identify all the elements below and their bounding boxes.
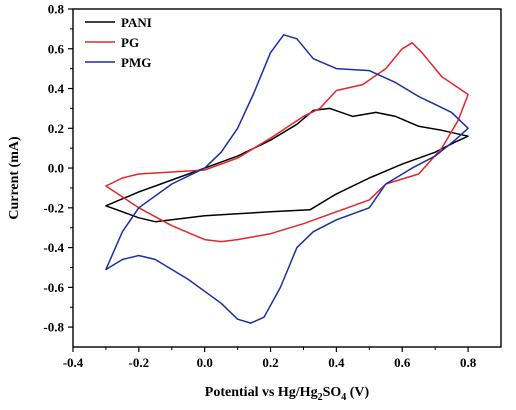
y-tick-label: -0.4 bbox=[43, 240, 64, 255]
series-pg-line bbox=[105, 42, 469, 243]
axis-ticks: -0.4 -0.2 0.0 0.2 0.4 0.6 0.8 0.8 0.6 0.4 0.2 0.0 -0… bbox=[43, 2, 476, 371]
x-tick-label: 0.2 bbox=[262, 355, 278, 370]
x-tick-label: 0.4 bbox=[328, 355, 345, 370]
y-tick-label: 0.6 bbox=[48, 41, 65, 56]
x-axis-title-sub1: 2 bbox=[318, 392, 323, 403]
x-axis-title-sub2: 4 bbox=[341, 392, 346, 403]
y-axis-title: Current (mA) bbox=[7, 136, 22, 220]
y-tick-label: -0.8 bbox=[43, 320, 64, 335]
x-tick-label: -0.4 bbox=[63, 355, 84, 370]
y-tick-label: -0.2 bbox=[43, 200, 64, 215]
y-tick-label: 0.2 bbox=[48, 121, 64, 136]
x-tick-label: -0.2 bbox=[129, 355, 150, 370]
y-tick-label: -0.6 bbox=[43, 280, 64, 295]
x-axis-title-prefix: Potential vs Hg/Hg bbox=[205, 385, 318, 400]
x-axis-title: Potential vs Hg/Hg2SO4 (V) bbox=[205, 385, 370, 403]
x-axis-title-mid: SO bbox=[323, 385, 342, 400]
series-pani-line bbox=[105, 107, 469, 223]
legend-label-pmg: PMG bbox=[121, 55, 151, 70]
legend-label-pani: PANI bbox=[121, 15, 152, 30]
legend: PANI PG PMG bbox=[85, 15, 152, 70]
plot-frame bbox=[72, 8, 502, 348]
series-pmg-line bbox=[105, 34, 469, 324]
x-axis-title-suffix: (V) bbox=[346, 385, 369, 400]
y-tick-label: 0.4 bbox=[48, 81, 65, 96]
y-tick-label: 0.0 bbox=[48, 161, 64, 176]
legend-label-pg: PG bbox=[121, 35, 139, 50]
x-tick-label: 0.6 bbox=[394, 355, 411, 370]
x-tick-label: 0.0 bbox=[197, 355, 213, 370]
y-tick-label: 0.8 bbox=[48, 2, 65, 17]
x-tick-label: 0.8 bbox=[460, 355, 477, 370]
series-lines bbox=[105, 34, 469, 324]
